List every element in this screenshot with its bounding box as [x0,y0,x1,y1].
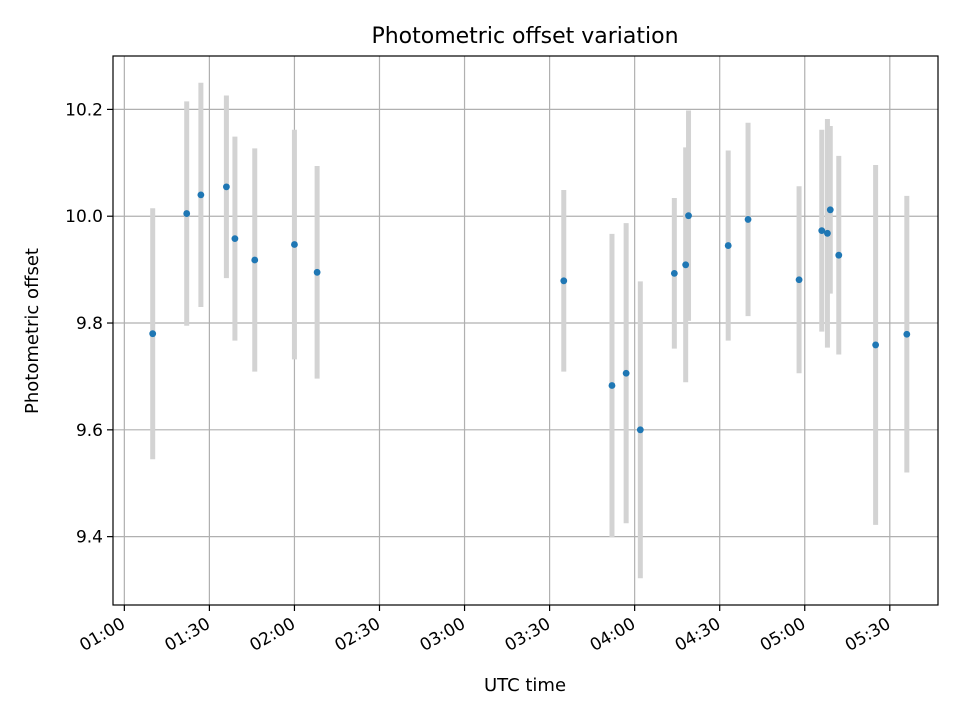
data-point [670,269,678,277]
data-point [824,229,831,237]
data-point [685,212,692,220]
x-axis-label: UTC time [484,675,566,696]
data-point [682,261,690,269]
data-point [826,206,834,214]
y-tick-label: 9.6 [76,421,103,441]
data-point [835,251,843,259]
plot-frame [112,55,939,606]
data-point [313,268,321,276]
data-point [744,216,752,223]
y-tick-label: 9.4 [76,528,103,548]
data-point [818,227,826,235]
data-markers [149,183,911,434]
data-point [795,276,803,284]
data-point [724,242,732,249]
y-tick-label: 9.8 [76,314,103,334]
data-point [872,341,880,349]
data-point [903,330,911,338]
y-axis-label: Photometric offset [22,248,43,414]
data-point [223,183,230,191]
data-point [608,382,616,389]
chart-title: Photometric offset variation [371,24,678,49]
data-point [197,191,205,199]
data-point [231,235,239,243]
data-point [622,369,630,377]
data-point [560,277,568,285]
y-axis: 9.4 9.6 9.8 10.0 10.2 [65,100,113,548]
data-point [251,256,259,264]
data-point [149,330,157,338]
y-tick-label: 10.2 [65,100,103,120]
data-point [183,210,191,217]
y-tick-label: 10.0 [65,207,103,227]
data-point [291,241,298,248]
data-point [636,426,644,434]
